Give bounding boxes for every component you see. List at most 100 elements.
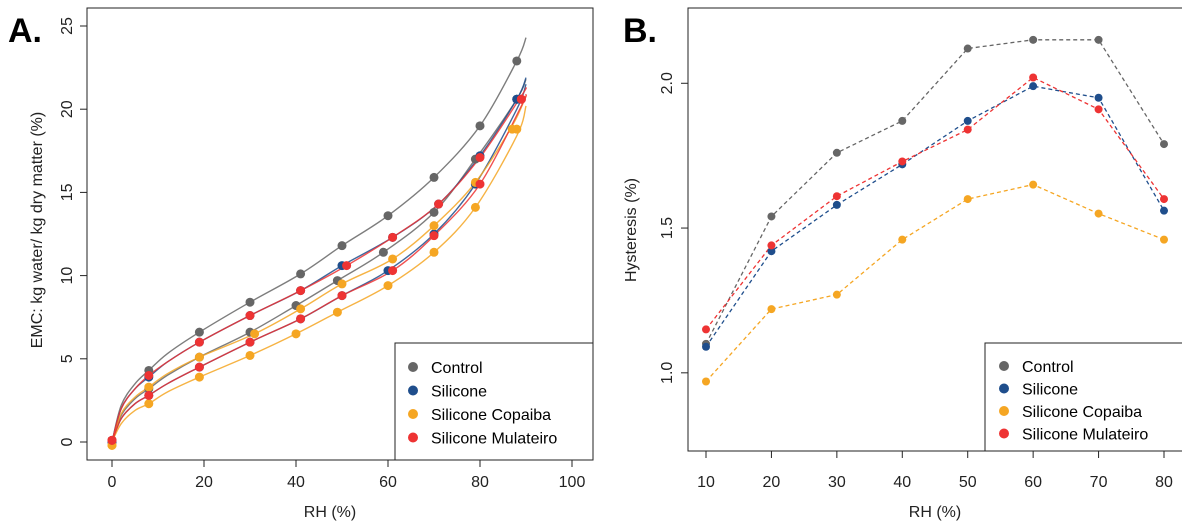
point-silicone-mulateiro-adsorption: [429, 231, 439, 241]
point-silicone-mulateiro: [767, 241, 776, 250]
point-silicone-copaiba-adsorption: [470, 202, 480, 212]
point-control: [963, 44, 972, 53]
point-control: [1160, 140, 1168, 149]
point-silicone-copaiba-adsorption: [383, 281, 393, 291]
point-silicone-copaiba-adsorption: [245, 350, 255, 360]
panel-a-x-tick-label: 20: [195, 474, 213, 491]
panel-b-hysteresis-chart: B. 10 20 30 40 50 60 70 80 1.0 1.5 2.0 RH (%) Hys…: [623, 7, 1182, 521]
point-silicone-copaiba-desorption: [296, 304, 306, 314]
point-control: [767, 212, 776, 221]
point-silicone-copaiba-desorption: [250, 329, 260, 339]
panel-b-x-tick-label: 40: [893, 474, 911, 491]
panel-b-x-tick-label: 20: [763, 474, 781, 491]
legend-label-silicone-mulateiro: Silicone Mulateiro: [1022, 427, 1148, 444]
panel-b-y-tick-label: 1.5: [659, 217, 676, 239]
panel-a-y-tick-label: 10: [59, 267, 76, 285]
panel-b-x-tick-label: 70: [1090, 474, 1108, 491]
panel-a-x-tick-label: 80: [471, 474, 489, 491]
legend-swatch-silicone-mulateiro: [999, 428, 1009, 439]
legend-label-control: Control: [1022, 359, 1074, 376]
panel-a-x-axis-title: RH (%): [304, 504, 356, 521]
legend-swatch-silicone: [408, 385, 418, 396]
panel-a-x-axis: 0 20 40 60 80 100: [108, 459, 585, 491]
point-silicone-copaiba-adsorption: [291, 329, 301, 339]
point-silicone: [767, 247, 776, 256]
point-silicone: [702, 342, 710, 351]
panel-b-points: [702, 35, 1168, 386]
point-silicone-copaiba: [1094, 209, 1103, 218]
point-silicone-mulateiro: [702, 325, 710, 334]
point-control-desorption: [512, 56, 522, 66]
panel-b-x-axis-title: RH (%): [909, 504, 961, 521]
point-silicone-mulateiro-adsorption: [245, 337, 255, 347]
legend-label-silicone: Silicone: [431, 384, 487, 401]
point-control: [898, 116, 907, 125]
point-silicone-copaiba: [963, 195, 972, 204]
point-silicone-copaiba-desorption: [507, 124, 517, 134]
panel-a-emc-chart: A. 0 20 40 60 80 100 0 5 10 15 20 25 RH (%) EMC: k…: [8, 7, 594, 521]
point-control-desorption: [429, 172, 439, 182]
point-silicone-mulateiro: [898, 157, 907, 166]
panel-a-x-tick-label: 40: [287, 474, 305, 491]
legend-label-silicone-copaiba: Silicone Copaiba: [1022, 404, 1142, 421]
point-silicone-mulateiro-adsorption: [475, 179, 485, 189]
panel-a-y-tick-label: 0: [59, 437, 76, 446]
panel-a-y-tick-label: 25: [59, 17, 76, 35]
point-silicone-mulateiro-desorption: [434, 199, 444, 209]
legend-label-control: Control: [431, 360, 483, 377]
panel-b-x-tick-label: 30: [828, 474, 846, 491]
point-silicone-mulateiro: [1029, 73, 1038, 82]
point-silicone-copaiba: [1160, 235, 1168, 244]
panel-b-label: B.: [623, 12, 657, 50]
point-control-adsorption: [429, 207, 439, 217]
line-silicone-mulateiro: [705, 76, 1165, 330]
point-silicone-mulateiro-desorption: [144, 370, 154, 380]
point-silicone-mulateiro-desorption: [475, 152, 485, 162]
point-silicone-copaiba: [832, 290, 841, 299]
panel-b-y-axis-title: Hysteresis (%): [623, 178, 640, 282]
panel-b-y-tick-label: 2.0: [659, 72, 676, 94]
legend-swatch-control: [408, 362, 418, 372]
point-control-adsorption: [378, 247, 388, 257]
panel-b-x-axis: 10 20 30 40 50 60 70 80: [697, 450, 1173, 491]
point-silicone-mulateiro-adsorption: [388, 266, 398, 276]
panel-a-x-tick-label: 0: [108, 474, 117, 491]
panel-b-series-lines: [705, 39, 1165, 382]
panel-b-x-tick-label: 60: [1024, 474, 1042, 491]
point-silicone-mulateiro-adsorption: [296, 314, 306, 324]
panel-a-y-tick-label: 20: [59, 100, 76, 118]
panel-a-y-axis-title: EMC: kg water/ kg dry matter (%): [29, 112, 46, 349]
panel-a-x-tick-label: 60: [379, 474, 397, 491]
point-silicone-mulateiro: [1094, 105, 1103, 114]
legend-swatch-silicone-mulateiro: [408, 432, 418, 443]
point-silicone-mulateiro-desorption: [194, 337, 204, 347]
point-silicone-mulateiro-adsorption: [144, 390, 154, 400]
point-silicone-copaiba-adsorption: [429, 247, 439, 257]
legend-swatch-control: [999, 361, 1009, 371]
point-silicone-mulateiro: [963, 125, 972, 134]
panel-a-points: [107, 56, 526, 450]
point-control: [1094, 35, 1103, 44]
panel-a-legend: Control Silicone Silicone Copaiba Silicone …: [394, 342, 594, 461]
point-silicone-copaiba-adsorption: [332, 307, 342, 317]
point-control-desorption: [245, 297, 255, 307]
panel-b-legend: Control Silicone Silicone Copaiba Silicone …: [984, 342, 1182, 452]
point-silicone: [1094, 93, 1103, 102]
legend-swatch-silicone-copaiba: [408, 409, 418, 419]
point-control-desorption: [296, 269, 306, 279]
point-silicone-copaiba: [702, 377, 710, 386]
legend-label-silicone: Silicone: [1022, 382, 1078, 399]
point-silicone-copaiba-desorption: [144, 382, 154, 392]
point-control-desorption: [194, 327, 204, 337]
point-control-desorption: [475, 121, 485, 131]
point-control: [1029, 35, 1038, 44]
point-silicone-mulateiro-desorption: [296, 286, 306, 296]
line-control: [705, 39, 1165, 345]
panel-a-y-axis: 0 5 10 15 20 25: [59, 17, 88, 446]
legend-label-silicone-mulateiro: Silicone Mulateiro: [431, 431, 557, 448]
panel-a-legend-box: [394, 342, 594, 461]
legend-swatch-silicone-copaiba: [999, 406, 1009, 416]
panel-a-y-tick-label: 15: [59, 183, 76, 201]
point-silicone-copaiba: [898, 235, 907, 244]
